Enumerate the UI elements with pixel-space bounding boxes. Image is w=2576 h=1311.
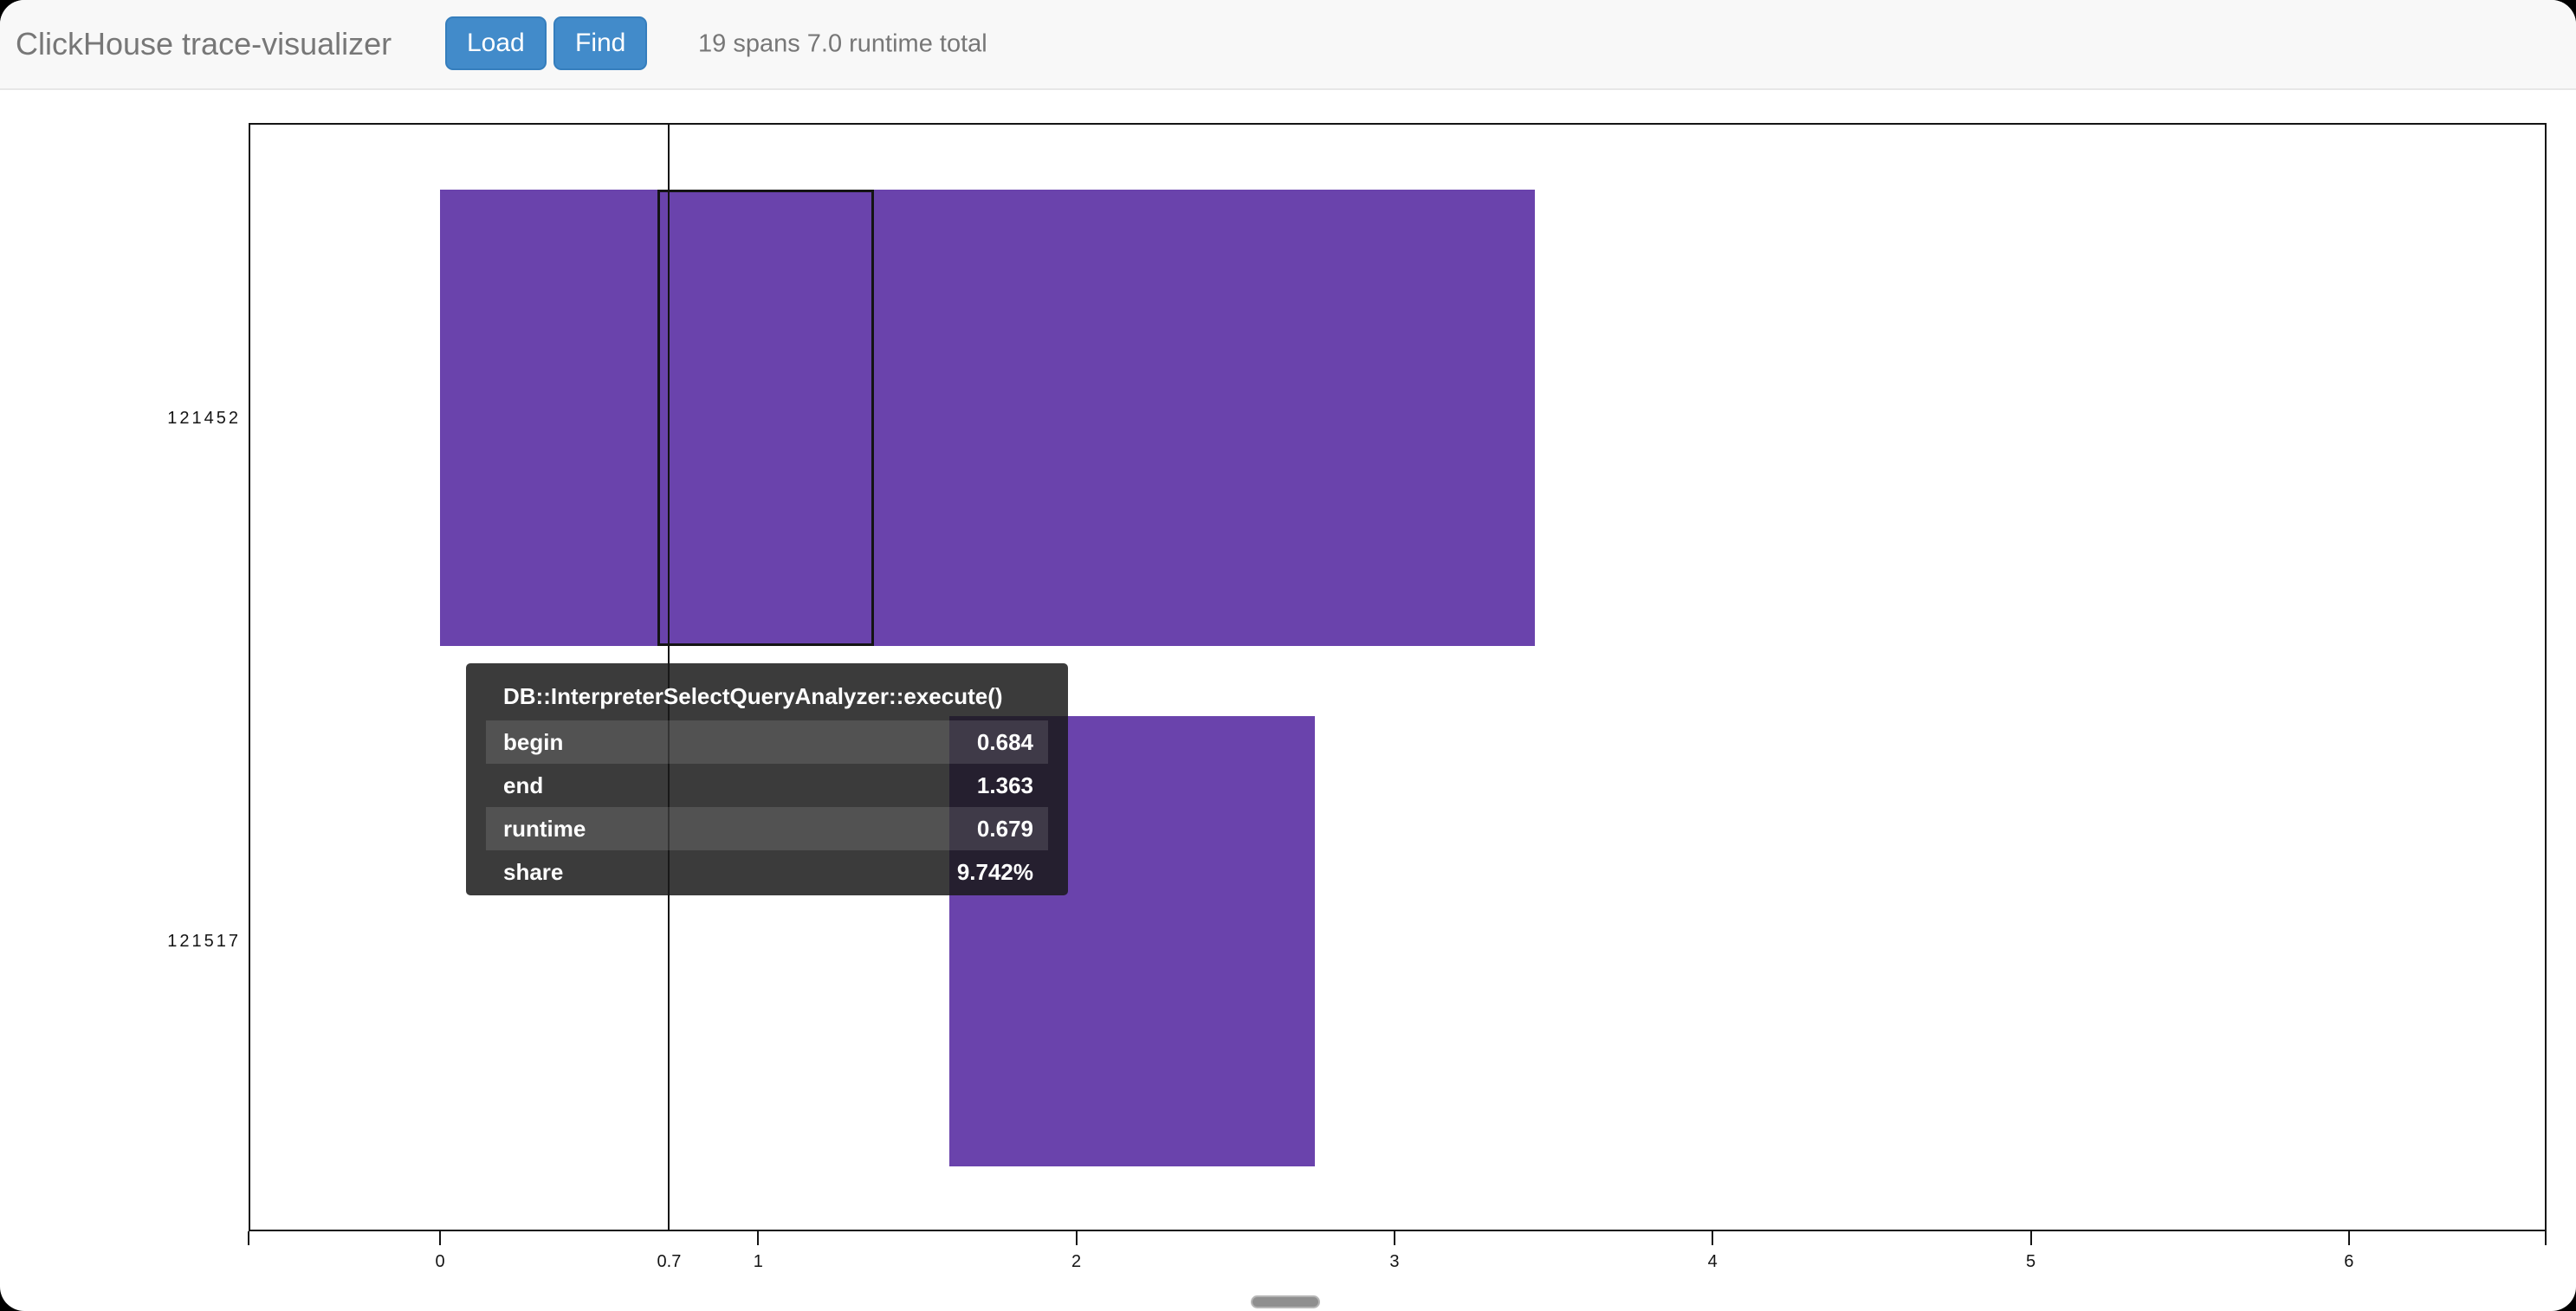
- x-axis-tick-label: 2: [1071, 1252, 1082, 1271]
- tooltip-row-label: begin: [503, 728, 564, 755]
- x-axis-tick-label: 0: [435, 1252, 445, 1271]
- tooltip-row: end 1.363: [486, 764, 1048, 807]
- tooltip-row-label: end: [503, 772, 544, 798]
- x-axis-tick: [2347, 1231, 2350, 1245]
- span-tooltip: DB::InterpreterSelectQueryAnalyzer::exec…: [466, 663, 1068, 895]
- x-axis-tick: [757, 1231, 760, 1245]
- status-text: 19 spans 7.0 runtime total: [698, 29, 987, 58]
- tooltip-row-value: 0.679: [976, 815, 1033, 842]
- tooltip-row: runtime 0.679: [486, 807, 1048, 850]
- tooltip-row-value: 1.363: [976, 772, 1033, 798]
- tooltip-row: share 9.742%: [486, 850, 1048, 894]
- highlighted-span-outline[interactable]: [657, 190, 874, 646]
- x-axis-tick-label: 3: [1389, 1252, 1400, 1271]
- x-axis-tick: [1393, 1231, 1395, 1245]
- y-axis-label: 121517: [167, 932, 241, 951]
- y-axis-label: 121452: [167, 408, 241, 428]
- find-button[interactable]: Find: [553, 16, 648, 70]
- tooltip-row-label: runtime: [503, 815, 586, 842]
- app-title: ClickHouse trace-visualizer: [16, 26, 392, 61]
- x-axis-tick: [2029, 1231, 2032, 1245]
- x-axis-edge-tick-left: [248, 1231, 249, 1245]
- tooltip-title: DB::InterpreterSelectQueryAnalyzer::exec…: [503, 683, 1003, 709]
- x-axis-tick-label: 6: [2344, 1252, 2354, 1271]
- tooltip-row-value: 0.684: [976, 728, 1033, 755]
- app-header: ClickHouse trace-visualizer Load Find 19…: [0, 0, 2576, 90]
- x-axis-tick-label: 4: [1707, 1252, 1718, 1271]
- x-axis-edge-tick-right: [2545, 1231, 2547, 1245]
- tooltip-row: begin 0.684: [486, 720, 1048, 764]
- span-bar[interactable]: [440, 190, 1535, 646]
- load-button[interactable]: Load: [445, 16, 547, 70]
- tooltip-rows: begin 0.684 end 1.363 runtime 0.679 share 9.742…: [466, 720, 1068, 894]
- x-axis-tick-label: 1: [753, 1252, 763, 1271]
- x-axis-tick-label: 5: [2025, 1252, 2036, 1271]
- x-axis-tick: [1075, 1231, 1078, 1245]
- cursor-axis-label: 0.7: [657, 1252, 682, 1271]
- x-axis-tick: [1712, 1231, 1714, 1245]
- horizontal-scrollbar-thumb[interactable]: [1251, 1295, 1320, 1308]
- tooltip-row-value: 9.742%: [956, 858, 1033, 885]
- x-axis-tick: [439, 1231, 441, 1245]
- tooltip-row-label: share: [503, 858, 564, 885]
